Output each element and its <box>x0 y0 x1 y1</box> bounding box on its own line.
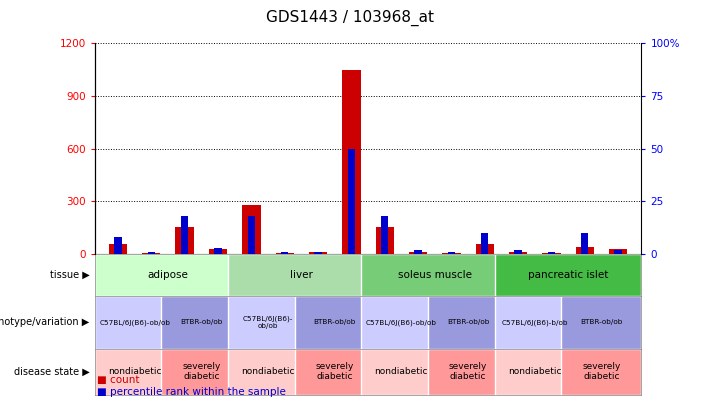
Bar <box>242 205 261 254</box>
Bar <box>114 237 122 254</box>
Bar <box>161 296 241 349</box>
Bar <box>428 296 508 349</box>
Text: BTBR-ob/ob: BTBR-ob/ob <box>447 319 489 325</box>
Text: nondiabetic: nondiabetic <box>108 367 161 376</box>
Bar <box>414 249 422 254</box>
Text: severely
diabetic: severely diabetic <box>315 362 354 382</box>
Bar <box>181 216 189 254</box>
Bar <box>562 296 641 349</box>
Bar <box>247 216 255 254</box>
Text: ■ percentile rank within the sample: ■ percentile rank within the sample <box>97 387 285 396</box>
Bar <box>581 233 588 254</box>
Bar <box>543 253 561 254</box>
Bar <box>228 296 308 349</box>
Bar <box>481 233 489 254</box>
Bar <box>281 252 288 254</box>
Text: C57BL/6J(B6)-ob/ob: C57BL/6J(B6)-ob/ob <box>99 319 170 326</box>
Text: BTBR-ob/ob: BTBR-ob/ob <box>180 319 222 325</box>
Bar <box>376 227 394 254</box>
Text: nondiabetic: nondiabetic <box>374 367 428 376</box>
Text: nondiabetic: nondiabetic <box>241 367 294 376</box>
Bar <box>361 254 508 296</box>
Bar <box>309 252 327 254</box>
Bar <box>547 252 555 254</box>
Text: pancreatic islet: pancreatic islet <box>528 270 608 280</box>
Bar <box>294 349 375 395</box>
Text: soleus muscle: soleus muscle <box>397 270 472 280</box>
Bar <box>442 253 461 254</box>
Bar <box>142 253 161 254</box>
Bar <box>609 249 627 254</box>
Bar <box>361 349 442 395</box>
Text: genotype/variation ▶: genotype/variation ▶ <box>0 317 90 327</box>
Bar <box>228 254 375 296</box>
Bar <box>381 216 388 254</box>
Text: severely
diabetic: severely diabetic <box>449 362 487 382</box>
Text: BTBR-ob/ob: BTBR-ob/ob <box>313 319 356 325</box>
Bar <box>342 70 360 254</box>
Text: BTBR-ob/ob: BTBR-ob/ob <box>580 319 622 325</box>
Bar <box>475 244 494 254</box>
Bar <box>495 349 575 395</box>
Text: nondiabetic: nondiabetic <box>508 367 562 376</box>
Text: disease state ▶: disease state ▶ <box>14 367 90 377</box>
Text: tissue ▶: tissue ▶ <box>50 270 90 280</box>
Bar <box>428 349 508 395</box>
Bar <box>361 296 442 349</box>
Bar <box>495 254 641 296</box>
Bar <box>95 349 175 395</box>
Bar <box>348 149 355 254</box>
Bar <box>148 252 155 254</box>
Text: severely
diabetic: severely diabetic <box>583 362 620 382</box>
Bar <box>576 247 594 254</box>
Bar <box>614 249 622 254</box>
Bar <box>95 296 175 349</box>
Text: liver: liver <box>290 270 313 280</box>
Text: ■ count: ■ count <box>97 375 139 385</box>
Bar <box>95 254 241 296</box>
Bar <box>448 252 455 254</box>
Bar <box>509 252 527 254</box>
Bar <box>228 349 308 395</box>
Bar <box>109 244 127 254</box>
Text: C57BL/6J(B6)-b/ob: C57BL/6J(B6)-b/ob <box>501 319 568 326</box>
Bar <box>209 249 227 254</box>
Text: C57BL/6J(B6)-
ob/ob: C57BL/6J(B6)- ob/ob <box>243 315 293 329</box>
Bar <box>495 296 575 349</box>
Text: GDS1443 / 103968_at: GDS1443 / 103968_at <box>266 10 435 26</box>
Bar <box>562 349 641 395</box>
Bar <box>314 252 322 254</box>
Bar <box>409 252 427 254</box>
Bar <box>294 296 375 349</box>
Bar <box>515 249 522 254</box>
Bar <box>275 253 294 254</box>
Bar <box>175 227 193 254</box>
Text: C57BL/6J(B6)-ob/ob: C57BL/6J(B6)-ob/ob <box>366 319 437 326</box>
Bar <box>161 349 241 395</box>
Text: adipose: adipose <box>147 270 189 280</box>
Bar <box>215 247 222 254</box>
Text: severely
diabetic: severely diabetic <box>182 362 221 382</box>
